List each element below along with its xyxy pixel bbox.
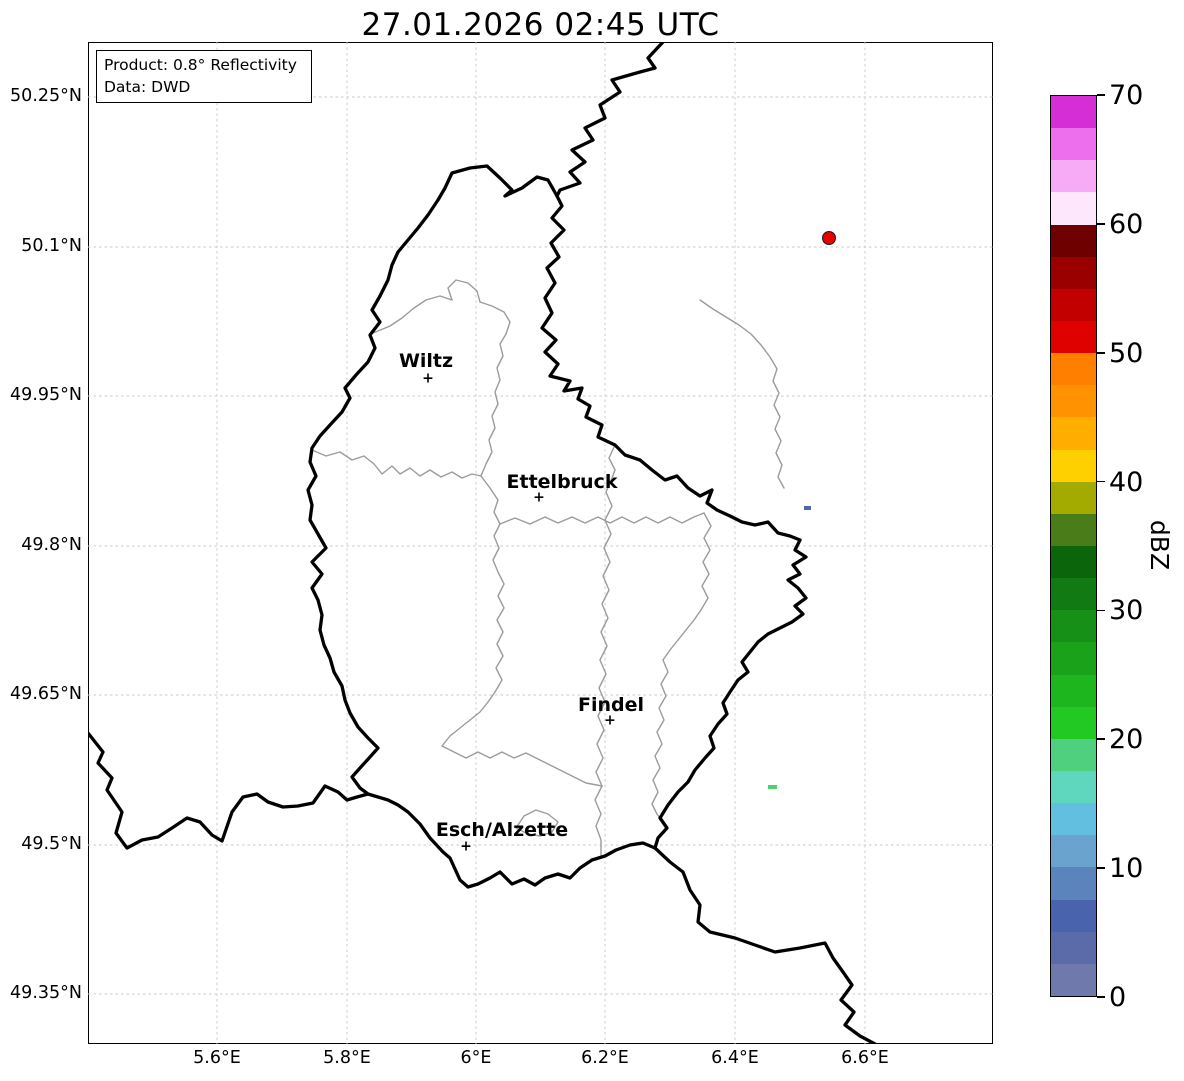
colorbar-segment bbox=[1051, 320, 1096, 354]
lat-tick-label: 49.5°N bbox=[21, 834, 82, 854]
lat-tick-label: 49.35°N bbox=[10, 983, 82, 1003]
border-france-belgium bbox=[88, 731, 370, 850]
lat-tick-label: 50.25°N bbox=[10, 86, 82, 106]
colorbar-tick-label: 50 bbox=[1109, 337, 1144, 369]
colorbar-tick-label: 70 bbox=[1109, 80, 1144, 111]
border-belgium-germany bbox=[555, 42, 665, 198]
city-marker: + bbox=[604, 712, 616, 729]
lat-tick-label: 49.8°N bbox=[21, 535, 82, 555]
city-label: Ettelbruck bbox=[506, 471, 618, 493]
colorbar-tick-label: 60 bbox=[1109, 208, 1144, 240]
colorbar-segment bbox=[1051, 385, 1096, 418]
colorbar-segment bbox=[1051, 256, 1096, 289]
colorbar-tick-mark bbox=[1097, 480, 1105, 483]
colorbar-tick-mark bbox=[1097, 738, 1105, 741]
border-luxembourg bbox=[306, 164, 808, 889]
colorbar-segment bbox=[1051, 835, 1096, 868]
colorbar-segment bbox=[1051, 931, 1096, 964]
city-marker: + bbox=[533, 489, 545, 506]
city-label: Esch/Alzette bbox=[435, 819, 569, 841]
colorbar-segment bbox=[1051, 899, 1096, 932]
lon-tick-label: 6.2°E bbox=[581, 1048, 629, 1068]
colorbar-segment bbox=[1051, 642, 1096, 675]
product-info-line: Product: 0.8° Reflectivity bbox=[104, 56, 297, 74]
map-canvas bbox=[88, 42, 993, 1044]
colorbar-segment bbox=[1051, 417, 1096, 450]
colorbar-tick-label: 10 bbox=[1109, 853, 1144, 885]
lon-tick-label: 6.6°E bbox=[841, 1048, 889, 1068]
graticule-gridlines bbox=[88, 42, 993, 1044]
colorbar-segment bbox=[1051, 96, 1096, 129]
colorbar-segment bbox=[1051, 610, 1096, 643]
colorbar-tick-mark bbox=[1097, 94, 1105, 96]
city-marker: + bbox=[422, 370, 434, 387]
colorbar-tick-label: 20 bbox=[1109, 724, 1144, 756]
lon-tick-label: 5.8°E bbox=[323, 1048, 371, 1068]
colorbar-unit-label: dBZ bbox=[1145, 519, 1174, 571]
colorbar-segment bbox=[1051, 192, 1096, 225]
colorbar-segment bbox=[1051, 481, 1096, 514]
colorbar-tick-mark bbox=[1097, 351, 1105, 354]
colorbar-tick-label: 0 bbox=[1109, 982, 1127, 1013]
colorbar-segment bbox=[1051, 867, 1096, 900]
lon-tick-label: 6.4°E bbox=[711, 1048, 759, 1068]
colorbar-segment bbox=[1051, 674, 1096, 707]
map-plot-area bbox=[88, 42, 993, 1044]
data-source-line: Data: DWD bbox=[104, 78, 191, 97]
colorbar-segment bbox=[1051, 738, 1096, 771]
lat-tick-label: 49.65°N bbox=[10, 684, 82, 704]
colorbar-segment bbox=[1051, 128, 1096, 161]
colorbar-segment bbox=[1051, 545, 1096, 579]
colorbar-tick-mark bbox=[1097, 996, 1105, 998]
colorbar-segment bbox=[1051, 770, 1096, 804]
colorbar-segment bbox=[1051, 513, 1096, 546]
lon-tick-label: 5.6°E bbox=[193, 1048, 241, 1068]
colorbar-tick-label: 40 bbox=[1109, 466, 1144, 498]
colorbar-tick-mark bbox=[1097, 867, 1105, 869]
colorbar-tick-mark bbox=[1097, 223, 1105, 225]
colorbar-segment bbox=[1051, 706, 1096, 739]
colorbar-segment bbox=[1051, 449, 1096, 482]
border-france-germany-moselle bbox=[653, 846, 877, 1044]
colorbar-segment bbox=[1051, 803, 1096, 836]
colorbar-segment bbox=[1051, 288, 1096, 321]
radar-echo-pixel bbox=[803, 506, 811, 510]
colorbar-segment bbox=[1051, 578, 1096, 611]
district-borders bbox=[311, 279, 785, 856]
colorbar bbox=[1050, 95, 1097, 997]
colorbar-segment bbox=[1051, 353, 1096, 386]
lon-tick-label: 6°E bbox=[460, 1048, 492, 1068]
figure-title: 27.01.2026 02:45 UTC bbox=[361, 7, 720, 43]
colorbar-segment bbox=[1051, 160, 1096, 193]
colorbar-tick-mark bbox=[1097, 609, 1105, 612]
city-label: Findel bbox=[577, 694, 645, 716]
colorbar-tick-label: 30 bbox=[1109, 595, 1144, 627]
colorbar-segment bbox=[1051, 963, 1096, 996]
product-info-box: Product: 0.8° Reflectivity Data: DWD bbox=[96, 50, 312, 103]
lat-tick-label: 49.95°N bbox=[10, 385, 82, 405]
city-label: Wiltz bbox=[398, 350, 454, 372]
radar-echo-pixel bbox=[767, 785, 777, 789]
lat-tick-label: 50.1°N bbox=[21, 236, 82, 256]
colorbar-segment bbox=[1051, 224, 1096, 257]
city-marker: + bbox=[460, 838, 472, 855]
country-borders bbox=[88, 42, 877, 1044]
radar-echo-dot bbox=[822, 231, 836, 245]
